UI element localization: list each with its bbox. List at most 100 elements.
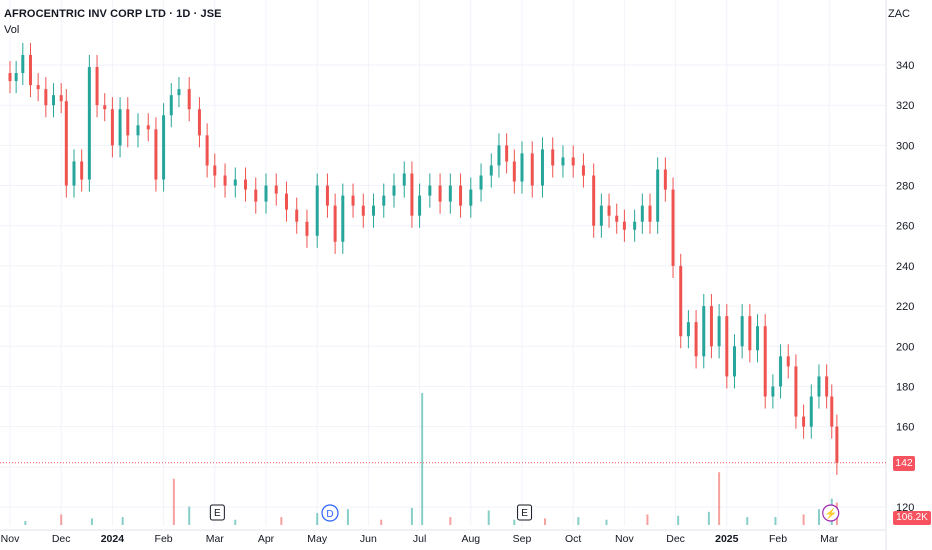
volume-bars [24, 393, 838, 525]
candle-body [633, 221, 637, 230]
volume-bar [60, 514, 63, 525]
earnings-marker [209, 504, 225, 521]
candle-body [520, 153, 524, 182]
candle-body [794, 366, 798, 417]
y-tick-label: 260 [896, 221, 914, 233]
candle-body [126, 109, 130, 136]
volume-bar [346, 509, 349, 525]
dividend-marker-label: D [326, 509, 333, 520]
candle-body [438, 185, 442, 202]
x-tick-label: Nov [1, 533, 20, 545]
volume-bar [544, 518, 547, 525]
candle-body [392, 185, 396, 196]
candle-body [8, 73, 12, 82]
candle-body [725, 316, 729, 377]
candle-body [372, 205, 376, 216]
candle-body [146, 125, 150, 130]
candle-body [771, 386, 775, 397]
x-tick-label: Dec [52, 533, 71, 545]
flash-marker [822, 504, 840, 522]
x-tick-label: 2024 [101, 533, 125, 545]
candle-body [763, 326, 767, 397]
volume-label: Vol [4, 24, 20, 36]
candle-body [756, 326, 760, 351]
volume-bar [380, 519, 383, 525]
candle-body [530, 153, 534, 186]
candle-body [679, 265, 683, 337]
candle-body [571, 157, 575, 166]
candle-body [551, 149, 555, 166]
candle-body [512, 161, 516, 182]
x-tick-label: Jul [413, 533, 426, 545]
x-tick-label: Mar [820, 533, 839, 545]
x-tick-label: Aug [461, 533, 480, 545]
earnings-marker-label: E [521, 508, 528, 519]
volume-bar [90, 518, 93, 525]
candle-body [36, 85, 40, 90]
candle-body [205, 135, 209, 166]
candle-body [694, 322, 698, 357]
candle-body [315, 185, 319, 236]
candle-body [607, 205, 611, 216]
volume-bar [746, 517, 749, 525]
candle-body [702, 306, 706, 357]
volume-bar [121, 517, 124, 525]
y-tick-label: 280 [896, 181, 914, 193]
chart-title: AFROCENTRIC INV CORP LTD · 1D · JSE [4, 8, 222, 20]
candle-body [615, 215, 619, 222]
y-tick-label: 220 [896, 301, 914, 313]
candle-body [254, 189, 258, 202]
candle-body [351, 195, 355, 206]
candle-body [802, 416, 806, 427]
y-tick-label: 160 [896, 422, 914, 434]
last-price-badge: 142 [893, 456, 915, 471]
x-tick-label: Mar [206, 533, 225, 545]
volume-bar [410, 507, 413, 525]
candle-body [87, 67, 91, 180]
candle-body [817, 376, 821, 397]
x-tick-label: Sep [513, 533, 532, 545]
candle-body [154, 129, 158, 180]
candle-body [671, 189, 675, 266]
x-tick-label: Feb [155, 533, 173, 545]
candle-body [732, 346, 736, 377]
candle-body [648, 205, 652, 222]
volume-bar [24, 521, 27, 525]
candle-body [592, 175, 596, 226]
candle-body [52, 95, 56, 106]
candle-body [28, 54, 32, 86]
volume-bar [316, 513, 319, 525]
volume-bar [487, 510, 490, 525]
candle-body [825, 376, 829, 397]
volume-bar [605, 519, 608, 525]
volume-bar [513, 519, 516, 525]
candle-body [80, 161, 84, 180]
candle-body [233, 179, 237, 186]
candle-body [305, 221, 309, 236]
volume-bar [172, 478, 175, 525]
candle-body [162, 115, 166, 180]
candle-body [459, 185, 463, 206]
candle-body [418, 195, 422, 216]
candle-body [656, 169, 660, 222]
y-tick-label: 300 [896, 140, 914, 152]
candle-body [717, 316, 721, 347]
candle-body [197, 109, 201, 136]
earnings-marker-label: E [214, 508, 221, 519]
candle-body [118, 109, 122, 146]
volume-bar [707, 511, 710, 525]
candle-body [402, 173, 406, 186]
x-tick-label: 2025 [715, 533, 739, 545]
candle-body [136, 125, 140, 136]
candle-body [561, 157, 565, 166]
candle-body [284, 193, 288, 210]
candle-body [187, 89, 191, 110]
volume-bar [234, 519, 237, 525]
candle-body [44, 89, 48, 106]
candle-body [448, 185, 452, 202]
volume-bar [449, 517, 452, 525]
volume-bar [421, 393, 424, 525]
candle-body [341, 195, 345, 242]
